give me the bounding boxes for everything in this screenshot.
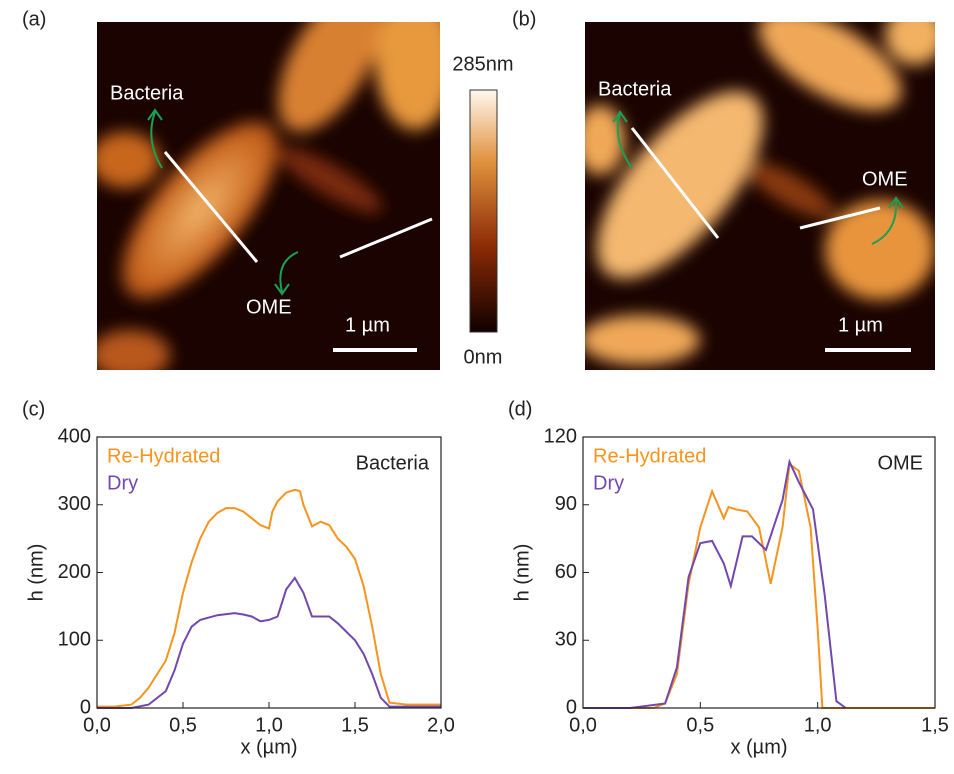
- x-tick-label: 0,0: [83, 714, 111, 736]
- y-tick-label: 0: [80, 696, 91, 718]
- y-tick-label: 60: [555, 561, 577, 583]
- x-tick-label: 1,5: [921, 714, 949, 736]
- scale-bar-label: 1 µm: [838, 314, 883, 336]
- line: [97, 488, 441, 708]
- panel-label: (c): [22, 398, 45, 420]
- afm-image-a: [97, 22, 440, 370]
- x-tick-label: 1,5: [341, 714, 369, 736]
- annotation: Bacteria: [598, 78, 672, 100]
- x-axis-label: x (µm): [240, 736, 297, 758]
- afm-image-b: [585, 22, 935, 370]
- y-tick-label: 400: [58, 425, 91, 447]
- annotation: OME: [246, 296, 292, 318]
- y-tick-label: 30: [555, 629, 577, 651]
- annotation: Bacteria: [110, 82, 184, 104]
- y-tick-label: 120: [544, 425, 577, 447]
- y-axis-label: h (nm): [511, 544, 533, 602]
- legend-entry: Re-Hydrated: [593, 445, 706, 467]
- x-tick-label: 0,5: [686, 714, 714, 736]
- y-axis-label: h (nm): [25, 544, 47, 602]
- x-tick-label: 0,0: [569, 714, 597, 736]
- y-tick-label: 90: [555, 493, 577, 515]
- legend-entry: Dry: [593, 472, 624, 494]
- annotation: OME: [877, 452, 923, 474]
- plot-frame: [582, 436, 936, 709]
- x-tick-label: 1,0: [804, 714, 832, 736]
- scale-bar-label: 1 µm: [345, 314, 390, 336]
- overlay: [147, 89, 911, 352]
- colorbar-min: 0nm: [464, 346, 503, 368]
- annotation: OME: [862, 168, 908, 190]
- y-tick-label: 0: [566, 696, 577, 718]
- line: [97, 576, 441, 709]
- plot-frame: [96, 436, 442, 709]
- legend-entry: Dry: [107, 472, 138, 494]
- x-axis-label: x (µm): [730, 736, 787, 758]
- panel-label: (d): [508, 398, 532, 420]
- line: [583, 462, 935, 709]
- y-tick-label: 200: [58, 561, 91, 583]
- y-tick-label: 100: [58, 629, 91, 651]
- line: [583, 458, 847, 709]
- legend-entry: Re-Hydrated: [107, 445, 220, 467]
- colorbar-max: 285nm: [452, 53, 513, 75]
- x-tick-label: 2,0: [427, 714, 455, 736]
- x-tick-label: 0,5: [169, 714, 197, 736]
- y-tick-label: 300: [58, 493, 91, 515]
- annotation: Bacteria: [356, 452, 430, 474]
- panel-label: (b): [512, 8, 536, 30]
- x-tick-label: 1,0: [255, 714, 283, 736]
- panel-label: (a): [22, 8, 46, 30]
